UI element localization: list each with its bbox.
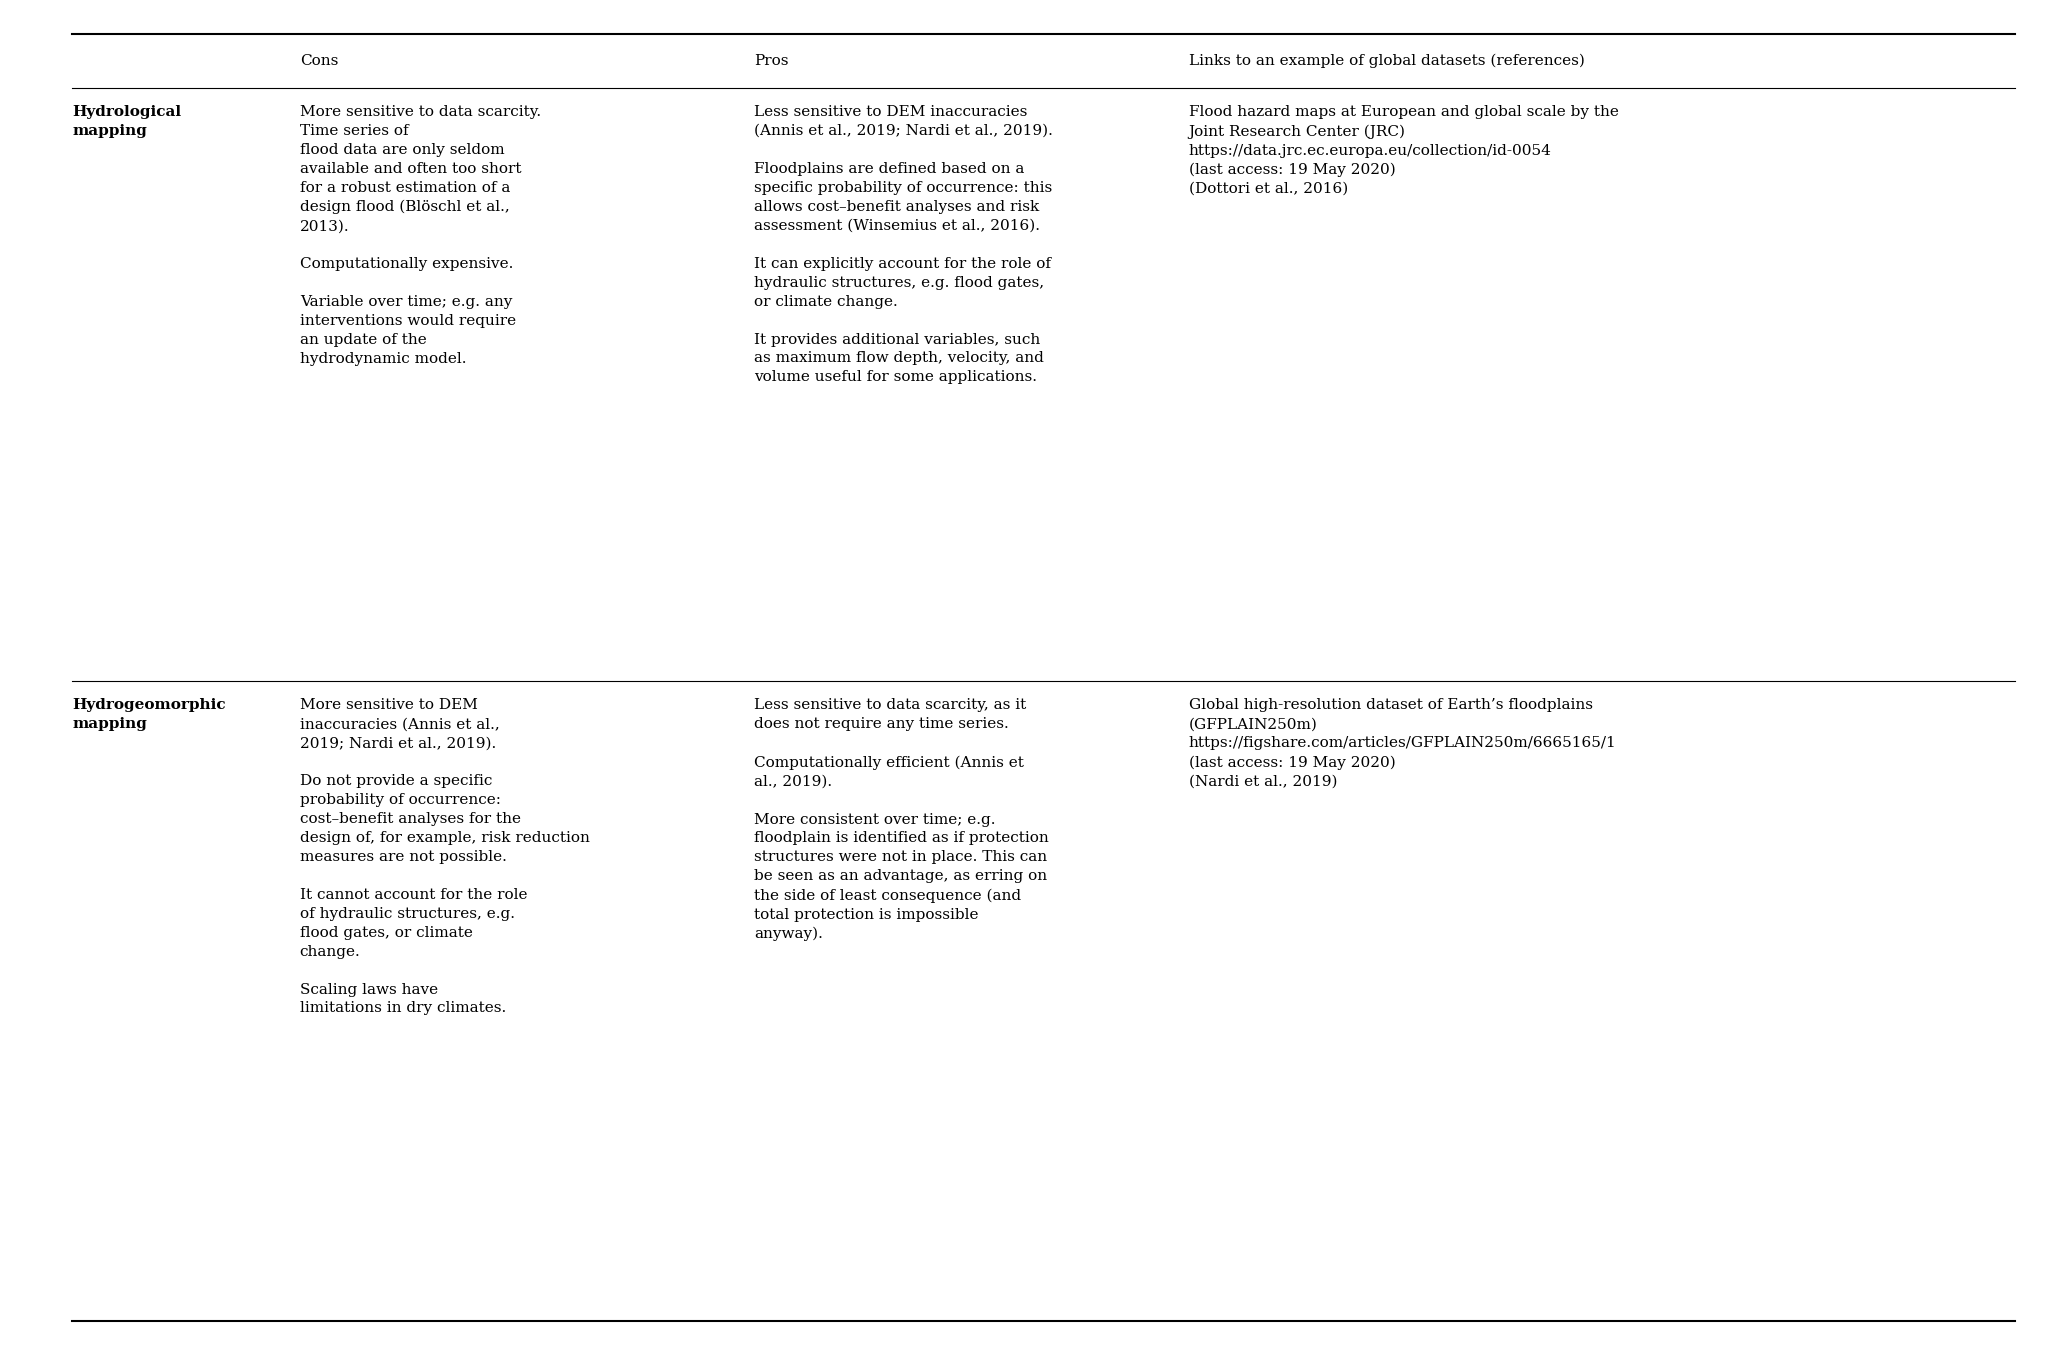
Text: Less sensitive to data scarcity, as it
does not require any time series.

Comput: Less sensitive to data scarcity, as it d… [754, 698, 1050, 941]
Text: More sensitive to DEM
inaccuracies (Annis et al.,
2019; Nardi et al., 2019).

Do: More sensitive to DEM inaccuracies (Anni… [300, 698, 589, 1015]
Text: Hydrogeomorphic
mapping: Hydrogeomorphic mapping [72, 698, 225, 731]
Text: Global high-resolution dataset of Earth’s floodplains
(GFPLAIN250m)
https://figs: Global high-resolution dataset of Earth’… [1189, 698, 1616, 789]
Text: Hydrological
mapping: Hydrological mapping [72, 105, 182, 137]
Text: Flood hazard maps at European and global scale by the
Joint Research Center (JRC: Flood hazard maps at European and global… [1189, 105, 1618, 195]
Text: Cons: Cons [300, 54, 339, 67]
Text: Pros: Pros [754, 54, 790, 67]
Text: More sensitive to data scarcity.
Time series of
flood data are only seldom
avail: More sensitive to data scarcity. Time se… [300, 105, 542, 367]
Text: Links to an example of global datasets (references): Links to an example of global datasets (… [1189, 54, 1585, 67]
Text: Less sensitive to DEM inaccuracies
(Annis et al., 2019; Nardi et al., 2019).

Fl: Less sensitive to DEM inaccuracies (Anni… [754, 105, 1054, 384]
